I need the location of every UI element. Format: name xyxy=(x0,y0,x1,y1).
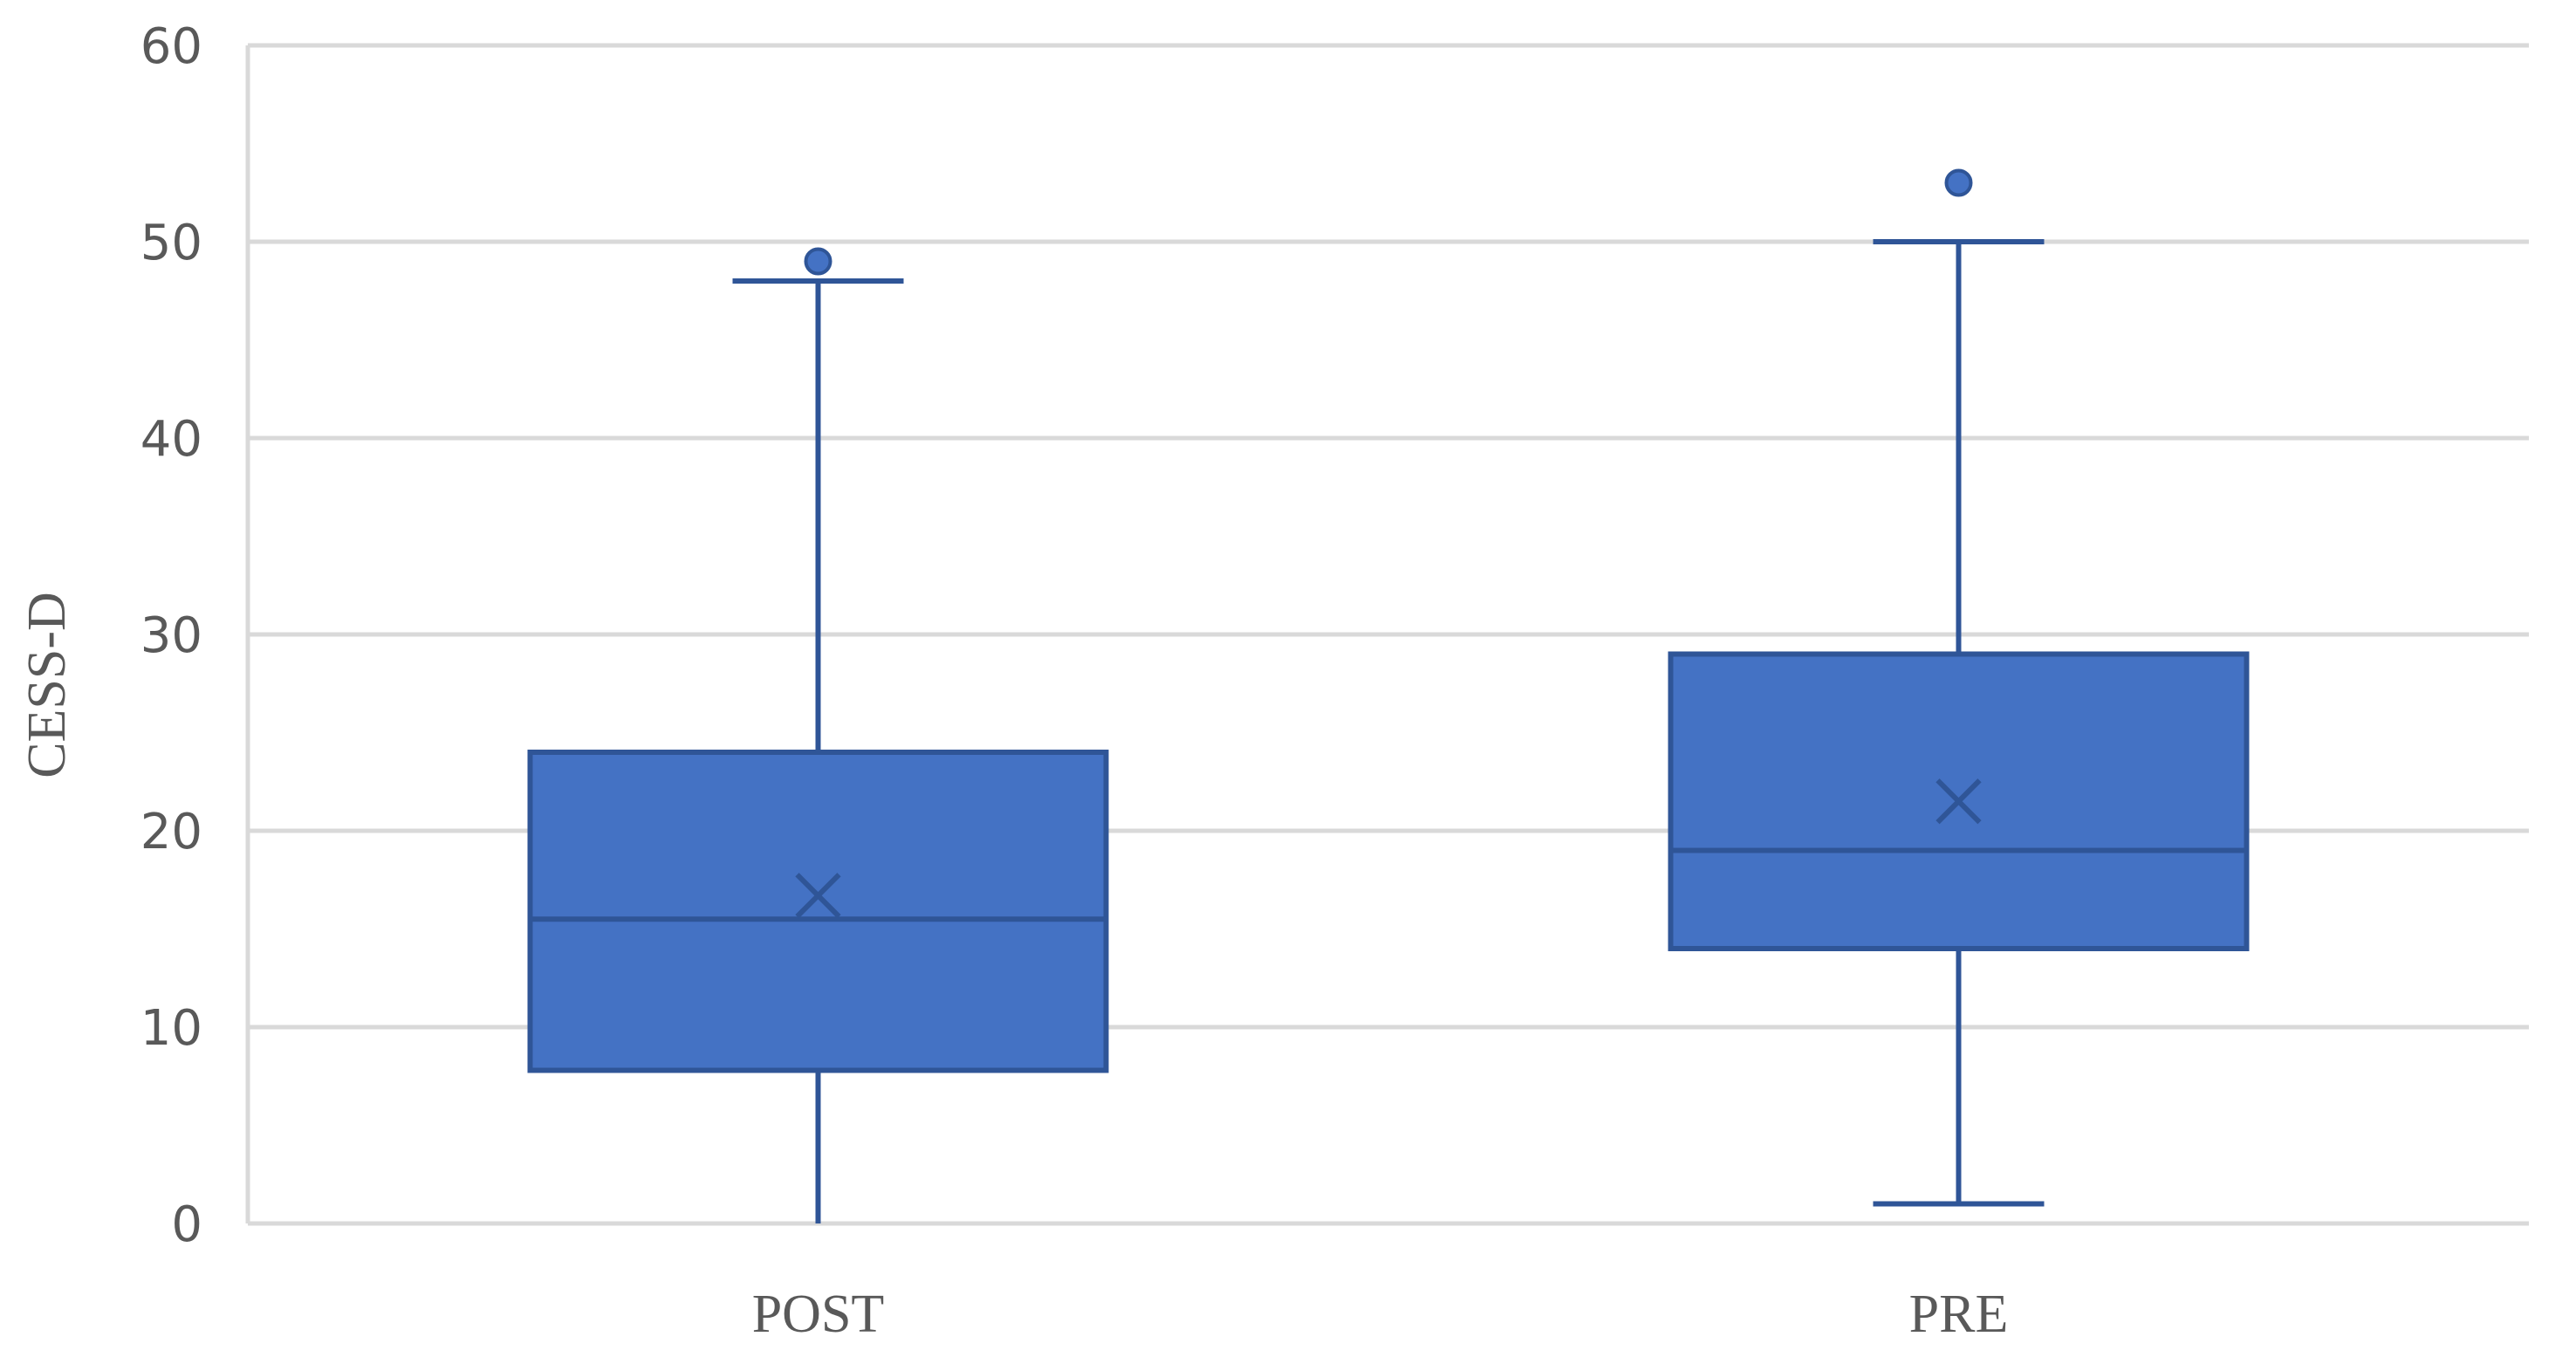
iqr-box xyxy=(527,750,1109,1073)
x-category-label-pre: PRE xyxy=(1909,1285,2009,1344)
y-tick-label-40: 40 xyxy=(140,411,202,468)
box-post xyxy=(527,247,1109,1223)
y-tick-label-60: 60 xyxy=(140,18,202,75)
mean-marker xyxy=(1935,778,1982,825)
y-tick-label-20: 20 xyxy=(140,804,202,860)
mean-marker xyxy=(795,873,841,919)
y-tick-label-10: 10 xyxy=(140,1000,202,1057)
y-axis-ticks: 0 10 20 30 40 50 60 xyxy=(140,18,202,1253)
outlier-point xyxy=(1944,168,1973,197)
x-category-label-post: POST xyxy=(752,1285,885,1344)
y-tick-label-30: 30 xyxy=(140,607,202,664)
boxes xyxy=(527,168,2250,1223)
box-pre xyxy=(1668,168,2250,1207)
y-axis-title: CESS-D xyxy=(17,592,77,778)
y-tick-label-0: 0 xyxy=(171,1196,202,1253)
outlier-point xyxy=(804,247,832,276)
y-tick-label-50: 50 xyxy=(140,215,202,271)
x-axis-labels: POST PRE xyxy=(752,1285,2009,1344)
